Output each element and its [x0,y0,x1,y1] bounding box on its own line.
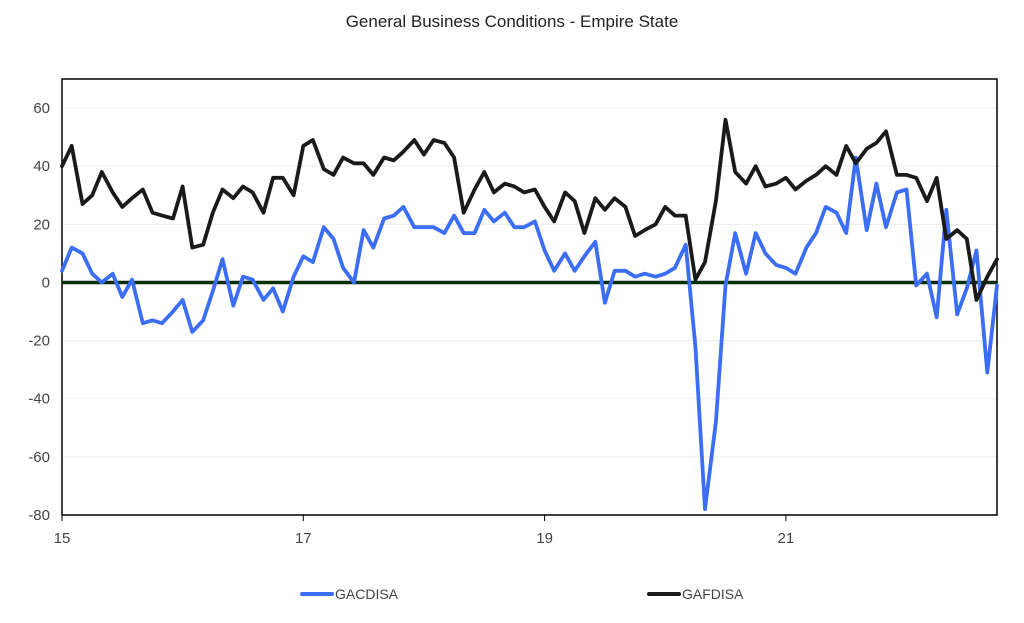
y-tick-label: -80 [28,507,50,524]
x-tick-label: 21 [778,530,795,547]
y-axis: -80 -60 -40 -20 0 20 40 60 [28,100,50,524]
x-tick-label: 19 [536,530,553,547]
legend-label: GACDISA [335,586,399,602]
chart-title: General Business Conditions - Empire Sta… [345,12,679,31]
series-line-gacdisa [60,155,999,512]
x-tick-label: 15 [54,530,71,547]
x-axis: 15 17 19 21 [54,515,795,547]
y-tick-label: 0 [42,274,50,291]
y-tick-label: 60 [33,100,50,117]
y-tick-label: 40 [33,158,50,175]
y-tick-label: -40 [28,391,50,408]
y-tick-label: 20 [33,216,50,233]
y-tick-label: -60 [28,449,50,466]
legend-label: GAFDISA [682,586,744,602]
y-tick-label: -20 [28,333,50,350]
series-lines [60,117,999,512]
legend: GACDISA GAFDISA [300,586,744,602]
plot-area-border [61,78,998,516]
x-tick-label: 17 [295,530,312,547]
series-line-gafdisa [60,117,999,302]
